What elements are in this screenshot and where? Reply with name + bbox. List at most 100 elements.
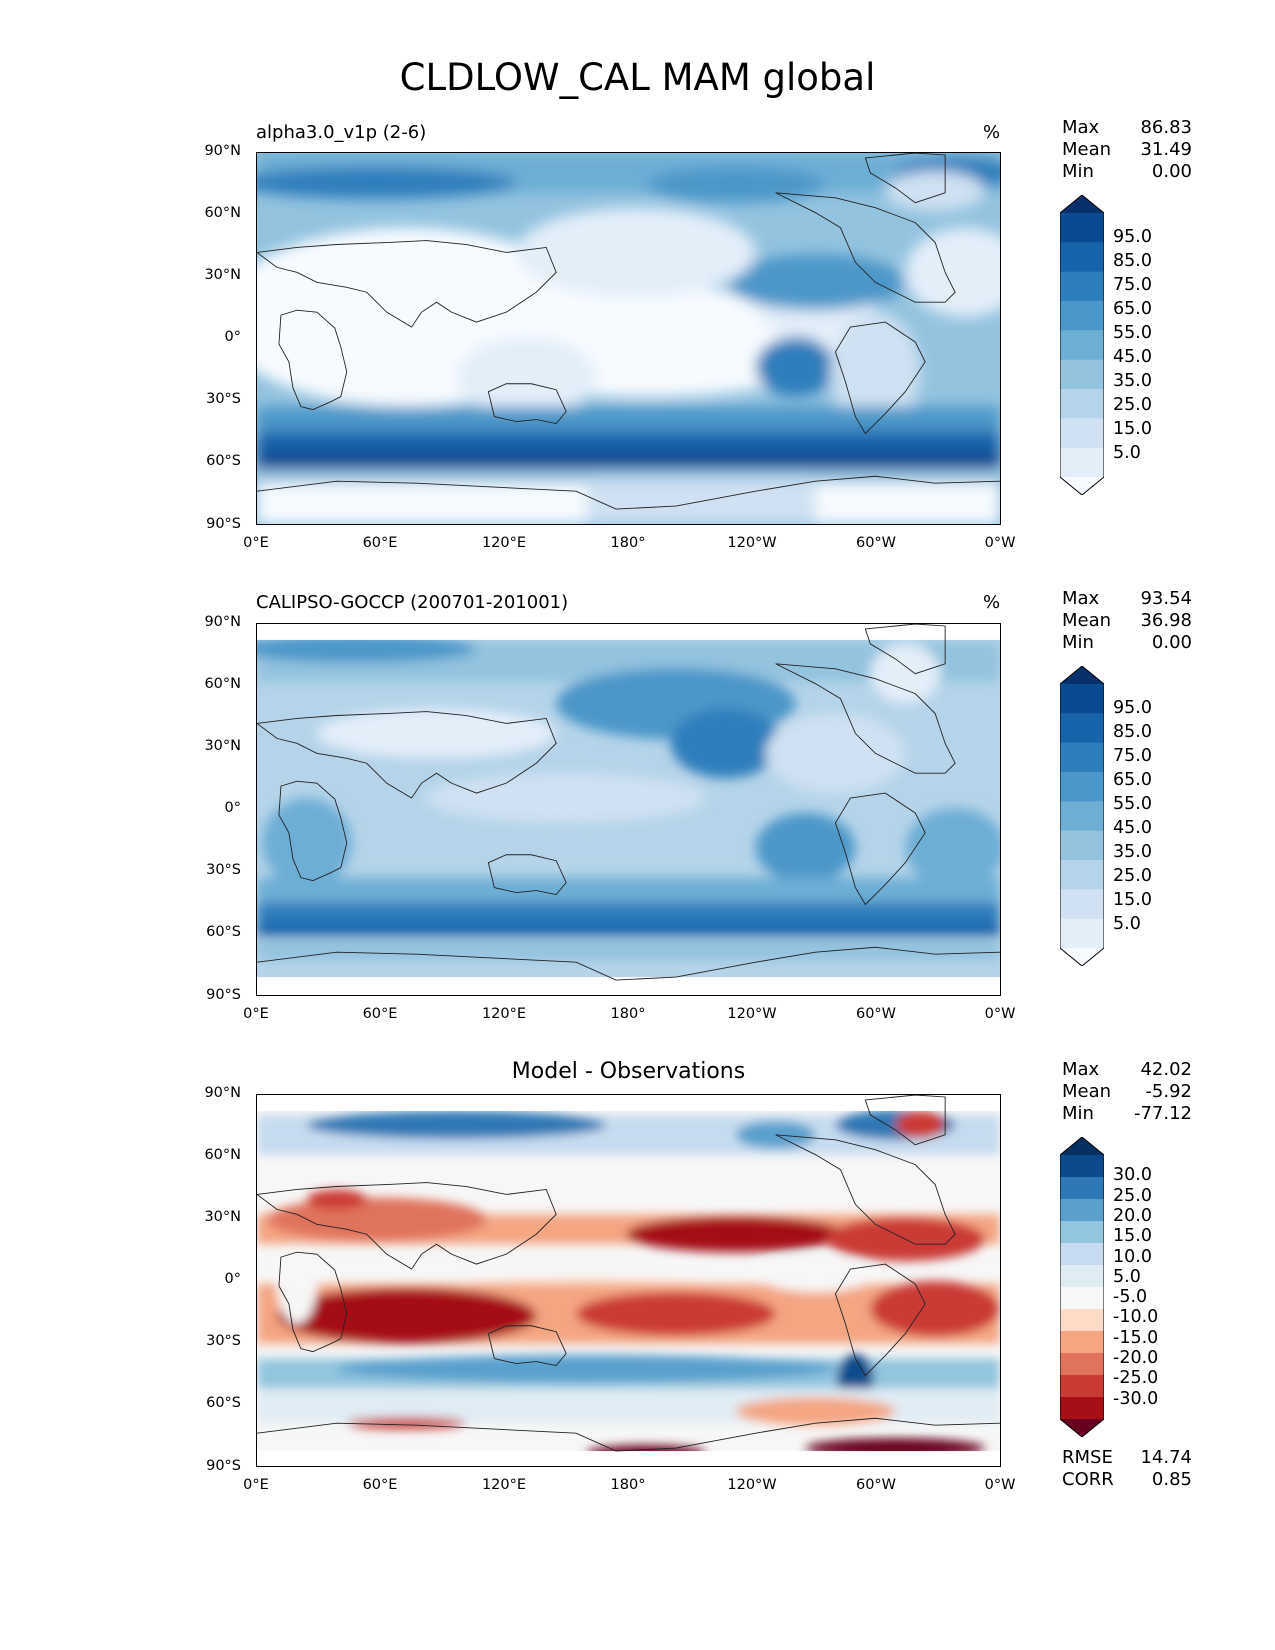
map-obs-field xyxy=(257,624,1000,995)
panel-model: alpha3.0_v1p (2-6) % xyxy=(0,0,1275,551)
stat-min: Min 0.00 xyxy=(1062,632,1192,653)
lon-label: 180° xyxy=(610,1006,646,1022)
stat-mean: Mean -5.92 xyxy=(1062,1081,1192,1102)
colorbar-tick-label: 10.0 xyxy=(1113,1246,1152,1267)
colorbar-tick-label: 55.0 xyxy=(1113,323,1152,343)
colorbar-tick-label: 25.0 xyxy=(1113,866,1152,886)
colorbar-tick-label: 15.0 xyxy=(1113,1226,1152,1247)
colorbar-tick-label: 45.0 xyxy=(1113,347,1152,367)
colorbar-segment xyxy=(1060,330,1104,361)
panel-subtitle: alpha3.0_v1p (2-6) xyxy=(256,122,427,143)
colorbar-tick-label: 30.0 xyxy=(1113,1165,1152,1186)
colorbar-graphic xyxy=(1060,195,1104,495)
lon-label: 0°W xyxy=(984,535,1016,551)
colorbar-segment xyxy=(1060,1243,1104,1266)
colorbar-segment xyxy=(1060,1199,1104,1222)
colorbar-segment xyxy=(1060,830,1104,861)
panel-unit: % xyxy=(983,122,1001,143)
stat-max: Max 42.02 xyxy=(1062,1059,1192,1080)
lat-label: 60°N xyxy=(204,676,241,692)
colorbar-tick-label: -30.0 xyxy=(1113,1388,1159,1409)
colorbar-segment xyxy=(1060,213,1104,243)
colorbar-segment xyxy=(1060,1375,1104,1398)
lon-label: 120°W xyxy=(727,535,777,551)
colorbar-segment xyxy=(1060,1353,1104,1376)
map-model xyxy=(256,152,1001,525)
lon-label: 180° xyxy=(610,535,646,551)
colorbar-tick-label: 35.0 xyxy=(1113,371,1152,391)
colorbar-graphic xyxy=(1060,1137,1104,1437)
colorbar-tick-label: 95.0 xyxy=(1113,698,1152,718)
lon-label: 120°W xyxy=(727,1477,777,1493)
colorbar-segment xyxy=(1060,1265,1104,1288)
map-model-field xyxy=(257,153,1000,524)
lat-label: 0° xyxy=(224,800,241,816)
lat-label: 90°S xyxy=(206,1458,241,1474)
colorbar-segment xyxy=(1060,1155,1104,1178)
colorbar-tick-label: 65.0 xyxy=(1113,770,1152,790)
lon-label: 60°W xyxy=(855,535,897,551)
colorbar-tick-label: 25.0 xyxy=(1113,1185,1152,1206)
lat-label: 0° xyxy=(224,1271,241,1287)
colorbar-extend-min xyxy=(1060,1419,1104,1437)
lat-label: 30°N xyxy=(204,1209,241,1225)
lat-label: 90°S xyxy=(206,516,241,532)
colorbar-segment xyxy=(1060,301,1104,331)
colorbar-tick-label: 75.0 xyxy=(1113,746,1152,766)
colorbar-segment xyxy=(1060,1177,1104,1200)
colorbar-tick-label: 25.0 xyxy=(1113,395,1152,415)
colorbar-extend-min xyxy=(1060,948,1104,966)
lat-label: 30°S xyxy=(206,391,241,407)
colorbar-tick-label: 20.0 xyxy=(1113,1205,1152,1226)
colorbar-extend-max xyxy=(1060,195,1104,213)
colorbar-tick-label: 85.0 xyxy=(1113,251,1152,271)
stat-mean: Mean 36.98 xyxy=(1062,610,1192,631)
lon-label: 120°E xyxy=(481,1477,527,1493)
colorbar-segment xyxy=(1060,684,1104,714)
colorbar-tick-label: 85.0 xyxy=(1113,722,1152,742)
lat-label: 30°S xyxy=(206,862,241,878)
stat-min: Min 0.00 xyxy=(1062,161,1192,182)
colorbar-segment xyxy=(1060,1397,1104,1420)
colorbar-segment xyxy=(1060,359,1104,390)
colorbar-tick-label: -25.0 xyxy=(1113,1368,1159,1389)
colorbar-tick-label: 55.0 xyxy=(1113,794,1152,814)
colorbar-extend-min xyxy=(1060,477,1104,495)
lon-label: 0°E xyxy=(243,1477,269,1493)
colorbar-tick-label: 45.0 xyxy=(1113,818,1152,838)
lon-label: 60°W xyxy=(855,1006,897,1022)
lat-label: 30°N xyxy=(204,738,241,754)
lon-label: 120°W xyxy=(727,1006,777,1022)
lat-label: 30°N xyxy=(204,267,241,283)
colorbar-segment xyxy=(1060,1309,1104,1332)
panel-obs: CALIPSO-GOCCP (200701-201001) % xyxy=(0,0,1275,1022)
colorbar-tick-label: -5.0 xyxy=(1113,1287,1148,1308)
colorbar-segment xyxy=(1060,918,1104,949)
map-diff xyxy=(256,1094,1001,1467)
figure-title: CLDLOW_CAL MAM global xyxy=(399,56,876,99)
lon-label: 60°E xyxy=(362,1006,398,1022)
lat-label: 60°S xyxy=(206,1395,241,1411)
colorbar-segment xyxy=(1060,772,1104,802)
colorbar xyxy=(1060,1137,1104,1437)
colorbar-tick-label: -15.0 xyxy=(1113,1327,1159,1348)
colorbar xyxy=(1060,666,1104,966)
colorbar-tick-label: -20.0 xyxy=(1113,1348,1159,1369)
colorbar-tick-label: 15.0 xyxy=(1113,890,1152,910)
lat-label: 90°S xyxy=(206,987,241,1003)
colorbar-tick-label: 65.0 xyxy=(1113,299,1152,319)
lat-label: 90°N xyxy=(204,143,241,159)
colorbar-graphic xyxy=(1060,666,1104,966)
colorbar-tick-label: 5.0 xyxy=(1113,914,1141,934)
metric-rmse: RMSE 14.74 xyxy=(1062,1447,1192,1468)
colorbar-segment xyxy=(1060,1287,1104,1310)
lon-label: 120°E xyxy=(481,535,527,551)
lon-label: 0°W xyxy=(984,1006,1016,1022)
lat-label: 0° xyxy=(224,329,241,345)
colorbar-segment xyxy=(1060,860,1104,890)
colorbar xyxy=(1060,195,1104,495)
lon-label: 60°E xyxy=(362,535,398,551)
map-obs xyxy=(256,623,1001,996)
colorbar-segment xyxy=(1060,271,1104,302)
stat-min: Min -77.12 xyxy=(1062,1103,1192,1124)
